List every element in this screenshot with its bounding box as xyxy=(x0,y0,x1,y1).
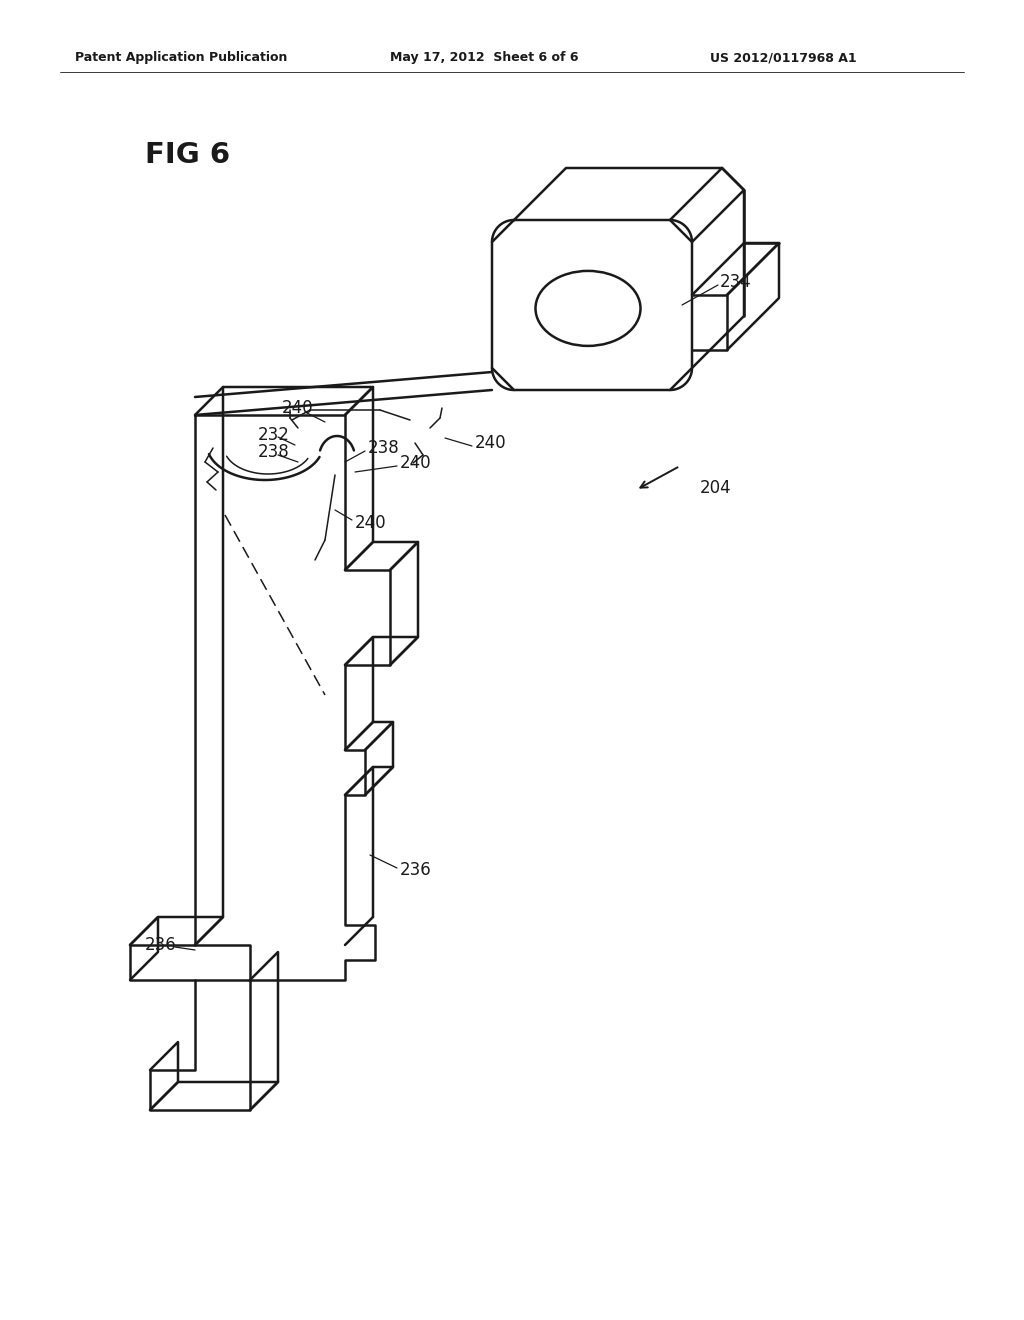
Text: 232: 232 xyxy=(258,426,290,444)
Text: 240: 240 xyxy=(355,513,387,532)
Text: Patent Application Publication: Patent Application Publication xyxy=(75,51,288,65)
Text: 240: 240 xyxy=(282,399,313,417)
Text: 236: 236 xyxy=(400,861,432,879)
Text: 234: 234 xyxy=(720,273,752,290)
Text: 238: 238 xyxy=(368,440,399,457)
Text: 240: 240 xyxy=(400,454,432,473)
Text: 204: 204 xyxy=(700,479,731,498)
Text: 238: 238 xyxy=(258,444,290,461)
Text: 240: 240 xyxy=(475,434,507,451)
Text: 236: 236 xyxy=(145,936,177,954)
Text: May 17, 2012  Sheet 6 of 6: May 17, 2012 Sheet 6 of 6 xyxy=(390,51,579,65)
Text: FIG 6: FIG 6 xyxy=(145,141,230,169)
Text: US 2012/0117968 A1: US 2012/0117968 A1 xyxy=(710,51,857,65)
